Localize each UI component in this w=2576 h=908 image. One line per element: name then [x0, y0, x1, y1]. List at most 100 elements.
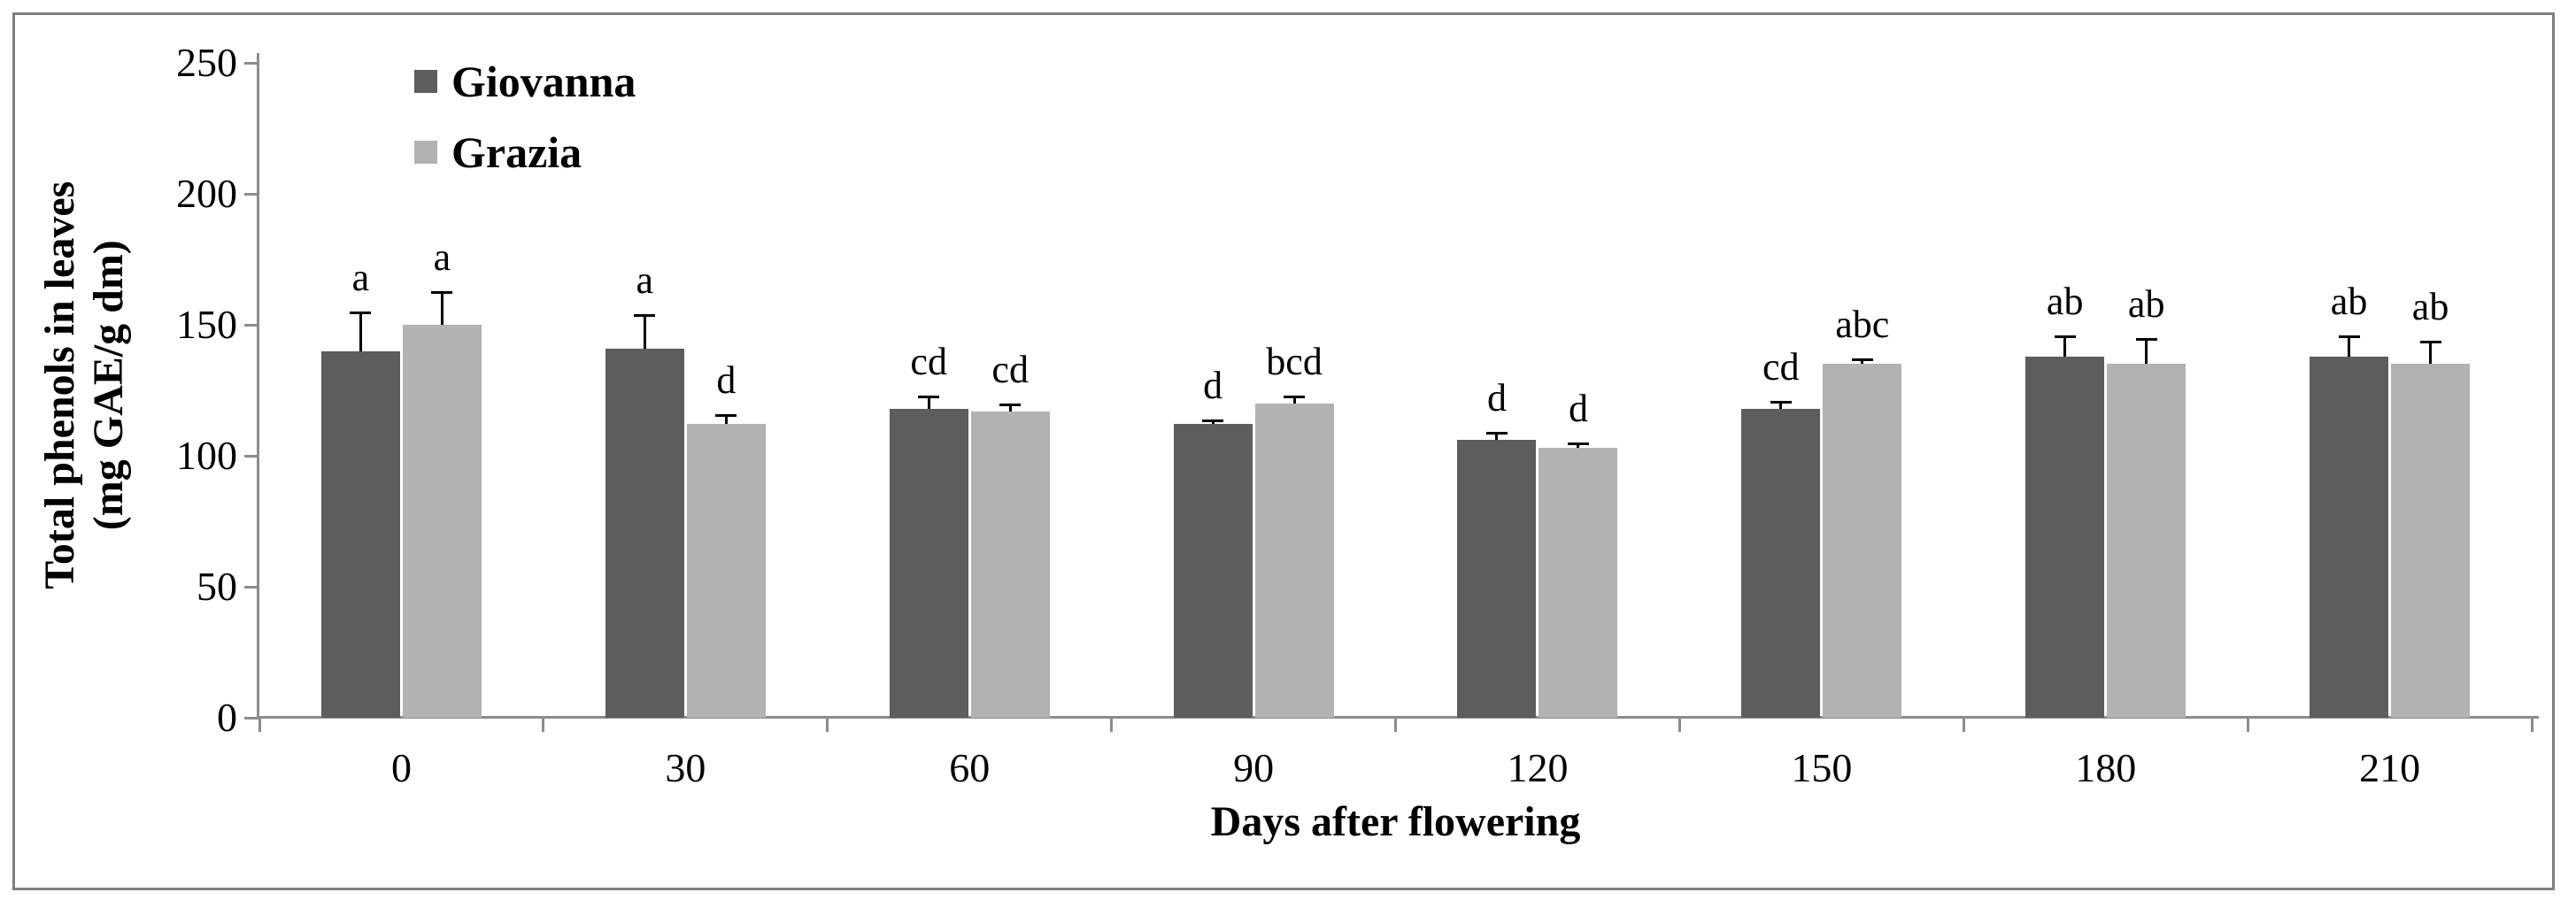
x-tick-mark	[1110, 719, 1114, 732]
legend-swatch-grazia	[414, 141, 437, 164]
significance-letter: abc	[1835, 303, 1890, 347]
error-bar-cap	[1284, 395, 1306, 398]
error-bar-line	[1008, 403, 1012, 412]
bar-slot-grazia: d	[1539, 63, 1618, 718]
y-tick-mark	[244, 192, 258, 196]
figure-border	[12, 12, 2555, 890]
x-axis-line	[257, 716, 2539, 719]
y-axis-line	[257, 53, 259, 719]
bar-slot-giovanna: cd	[1741, 63, 1821, 718]
bar-giovanna-150	[1741, 408, 1821, 718]
significance-letter: cd	[991, 347, 1029, 391]
significance-letter: ab	[2330, 279, 2368, 323]
error-bar-cap	[350, 312, 372, 315]
error-bar-line	[1495, 432, 1499, 441]
significance-letter: ab	[2411, 284, 2449, 328]
significance-letter: cd	[910, 339, 947, 383]
x-tick-label: 150	[1791, 745, 1853, 790]
error-bar-cap	[1202, 419, 1224, 422]
x-tick-label: 90	[1233, 745, 1275, 790]
y-tick-label: 100	[176, 433, 237, 478]
error-bar-cap	[634, 314, 656, 318]
x-tick-label: 0	[390, 745, 412, 790]
error-bar-cap	[2054, 335, 2076, 338]
error-bar-line	[2348, 335, 2351, 357]
y-tick-label: 150	[176, 302, 237, 347]
x-tick-label: 120	[1507, 745, 1569, 790]
bar-grazia-30	[686, 424, 766, 718]
x-tick-label: 30	[665, 745, 706, 790]
legend-item-grazia: Grazia	[414, 127, 636, 177]
bar-grazia-0	[402, 325, 482, 718]
legend-item-giovanna: Giovanna	[414, 57, 636, 106]
error-bar-cap	[999, 403, 1022, 406]
significance-letter: d	[1568, 387, 1588, 431]
bar-slot-grazia: ab	[2107, 63, 2187, 718]
error-bar-cap	[2419, 340, 2441, 343]
bar-group-90: d bcd	[1112, 63, 1396, 718]
bar-group-60: cd cd	[828, 63, 1112, 718]
y-tick-label: 250	[176, 40, 237, 85]
x-tick-mark	[1677, 719, 1681, 732]
error-bar-line	[643, 314, 646, 349]
bar-slot-grazia: ab	[2391, 63, 2471, 718]
y-tick-mark	[244, 323, 258, 327]
bar-group-180: ab ab	[1963, 63, 2248, 718]
error-bar-cap	[715, 413, 737, 417]
legend-label: Grazia	[451, 127, 582, 177]
error-bar-line	[1292, 395, 1296, 404]
bar-slot-giovanna: ab	[2025, 63, 2105, 718]
x-tick-mark	[1394, 719, 1397, 732]
error-bar-line	[724, 413, 728, 425]
significance-letter: ab	[2046, 279, 2084, 323]
bar-slot-giovanna: cd	[889, 63, 968, 718]
error-bar-line	[440, 290, 443, 325]
significance-letter: ab	[2127, 281, 2165, 326]
bar-group-210: ab ab	[2248, 63, 2532, 718]
x-tick-mark	[2530, 719, 2534, 732]
bar-slot-giovanna: a	[320, 63, 400, 718]
significance-letter: a	[636, 258, 654, 303]
error-bar-line	[1779, 400, 1783, 409]
error-bar-cap	[2135, 337, 2157, 341]
error-bar-line	[2429, 340, 2433, 365]
y-tick-mark	[244, 61, 258, 65]
x-tick-mark	[542, 719, 545, 732]
error-bar-cap	[1485, 432, 1508, 435]
error-bar-line	[2145, 337, 2148, 365]
x-tick-mark	[826, 719, 829, 732]
bar-slot-giovanna: d	[1173, 63, 1253, 718]
bar-giovanna-30	[605, 348, 684, 718]
legend: Giovanna Grazia	[414, 57, 636, 198]
legend-swatch-giovanna	[414, 70, 437, 93]
error-bar-line	[359, 312, 362, 351]
bar-grazia-210	[2391, 364, 2471, 718]
plot-area: a a a d cd cd d bcd d d cd abc ab ab ab ab	[259, 63, 2532, 718]
x-tick-label: 210	[2359, 745, 2421, 790]
x-tick-mark	[1962, 719, 1965, 732]
bar-giovanna-90	[1173, 424, 1253, 718]
bar-giovanna-180	[2025, 356, 2105, 718]
bar-slot-grazia: cd	[970, 63, 1050, 718]
bar-giovanna-0	[320, 350, 400, 718]
bar-slot-giovanna: a	[605, 63, 684, 718]
y-tick-label: 50	[197, 564, 237, 609]
bar-slot-grazia: abc	[1823, 63, 1902, 718]
error-bar-line	[2063, 335, 2067, 357]
error-bar-cap	[2338, 335, 2360, 338]
bar-slot-giovanna: d	[1457, 63, 1537, 718]
error-bar-cap	[431, 290, 453, 294]
y-tick-mark	[244, 716, 258, 719]
y-axis-title-line1: Total phenols in leaves	[35, 181, 83, 589]
x-axis-title: Days after flowering	[1210, 798, 1581, 845]
error-bar-cap	[918, 395, 940, 398]
error-bar-cap	[1567, 442, 1589, 446]
y-tick-mark	[244, 454, 258, 458]
bar-grazia-90	[1254, 403, 1334, 718]
error-bar-cap	[1770, 400, 1792, 404]
significance-letter: bcd	[1266, 339, 1323, 383]
bar-grazia-60	[970, 411, 1050, 718]
